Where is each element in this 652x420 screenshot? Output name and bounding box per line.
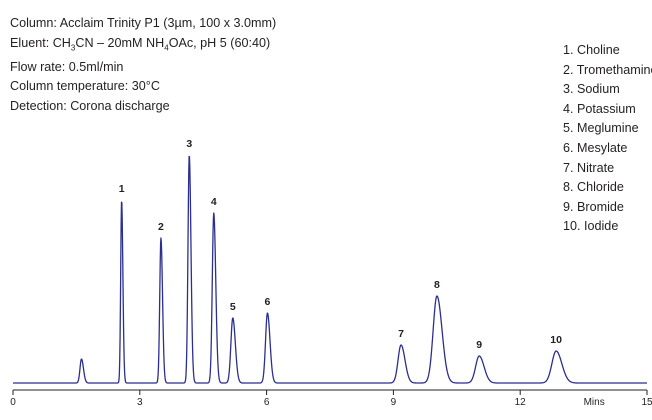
legend-item-2: 2. Tromethamine — [563, 62, 652, 77]
chromatogram-trace — [12, 155, 648, 384]
peak-label-5: 5 — [230, 301, 236, 313]
legend-item-3: 3. Sodium — [563, 82, 620, 97]
eluent-text-a: Eluent: CH — [10, 35, 71, 50]
x-tick-label-0: 0 — [10, 397, 16, 408]
x-tick-label-6: 6 — [264, 397, 270, 408]
column-temperature-line: Column temperature: 30°C — [10, 79, 160, 94]
legend-item-10: 10. Iodide — [563, 219, 619, 234]
detection-line: Detection: Corona discharge — [10, 98, 170, 113]
x-tick-label-12: 12 — [515, 397, 527, 408]
eluent-subscript-1: 3 — [70, 43, 76, 53]
peak-label-4: 4 — [211, 196, 217, 208]
flow-rate-line: Flow rate: 0.5ml/min — [10, 59, 124, 74]
x-tick-label-3: 3 — [137, 397, 143, 408]
peak-label-10: 10 — [550, 334, 562, 346]
legend-item-5: 5. Meglumine — [563, 121, 639, 136]
peak-label-7: 7 — [398, 328, 404, 340]
eluent-text-b: CN – 20mM NH — [75, 35, 165, 50]
legend-item-9: 9. Bromide — [563, 199, 624, 214]
peak-label-9: 9 — [476, 339, 482, 351]
peak-label-6: 6 — [265, 296, 271, 308]
peak-label-1: 1 — [119, 183, 125, 195]
legend-item-8: 8. Chloride — [563, 180, 624, 195]
eluent-line: Eluent: CH3CN – 20mM NH4OAc, pH 5 (60:40… — [10, 34, 276, 58]
column-line: Column: Acclaim Trinity P1 (3µm, 100 x 3… — [10, 16, 277, 30]
chromatography-conditions: Column: Acclaim Trinity P1 (3µm, 100 x 3… — [10, 14, 276, 116]
peak-legend: 1. Choline 2. Tromethamine 3. Sodium 4. … — [563, 41, 652, 237]
peak-label-3: 3 — [186, 138, 192, 150]
peak-label-2: 2 — [158, 221, 164, 233]
x-tick-label-15: 15 — [641, 397, 652, 408]
legend-item-6: 6. Mesylate — [563, 140, 628, 155]
legend-item-7: 7. Nitrate — [563, 160, 615, 175]
x-tick-label-9: 9 — [391, 397, 397, 408]
legend-item-1: 1. Choline — [563, 43, 620, 57]
x-axis-unit-label: Mins — [584, 397, 605, 408]
peak-label-8: 8 — [434, 279, 440, 291]
eluent-text-c: OAc, pH 5 (60:40) — [168, 35, 271, 50]
legend-item-4: 4. Potassium — [563, 101, 636, 116]
eluent-subscript-2: 4 — [164, 43, 169, 53]
